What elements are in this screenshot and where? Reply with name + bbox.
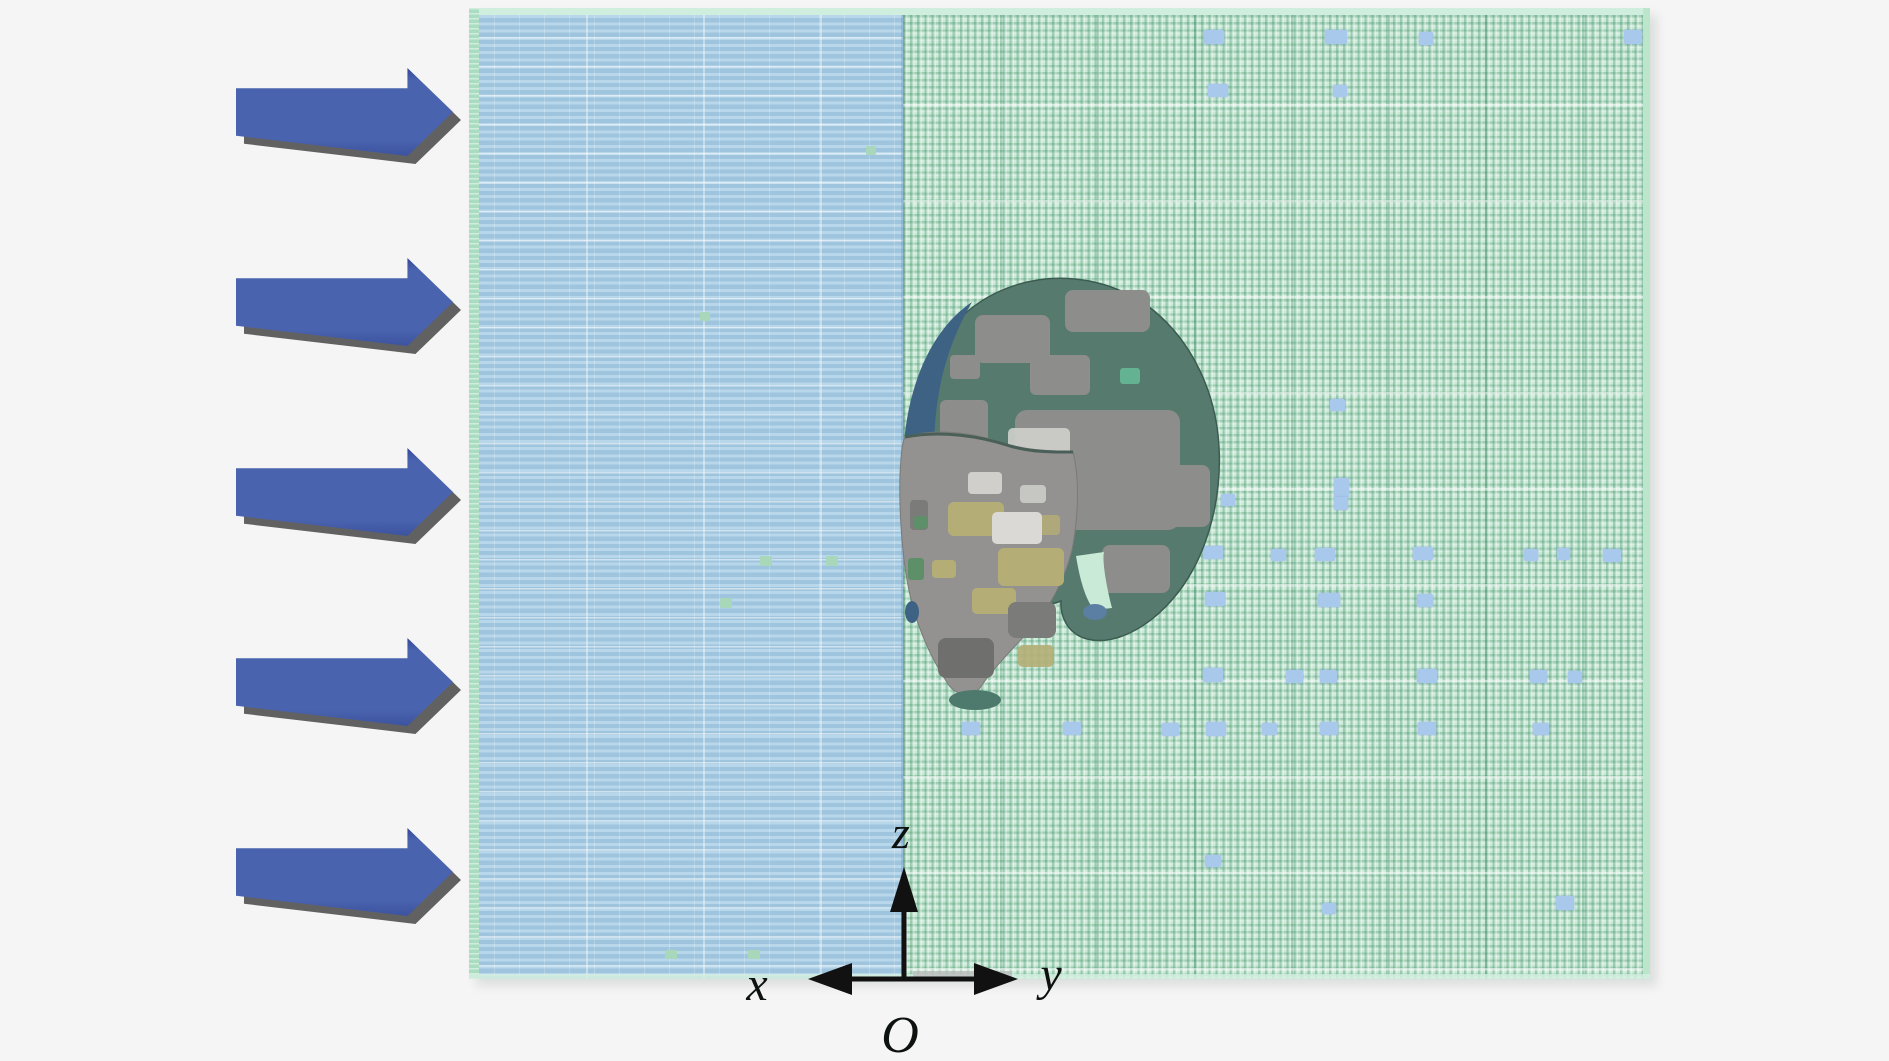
refined-cell-marker-blue [1330,399,1345,411]
computational-domain [469,8,1650,979]
refined-cell-marker-blue [962,722,980,735]
domain-right-border [1643,8,1650,979]
origin-label: O [881,1007,919,1061]
refined-cell-marker-blue [1333,85,1347,97]
refined-cell-marker-blue [1203,668,1223,682]
flow-arrow [236,638,461,734]
mesh-refinement-markers [469,8,1650,979]
refined-cell-marker-blue [1533,723,1549,735]
helmeted-head-model [899,277,1221,710]
refined-cell-marker-blue [1208,84,1228,97]
refined-cell-marker-blue [1524,549,1538,561]
refined-cell-marker-blue [1262,723,1277,735]
flow-arrow [236,68,461,164]
z-axis-label: z [891,807,910,858]
refined-cell-marker-blue [1334,478,1349,498]
refined-cell-marker-blue [1530,670,1547,683]
y-axis-label: y [1035,948,1062,1001]
refined-cell-marker-blue [1557,548,1570,560]
refined-cell-marker-blue [1318,593,1340,607]
chin-shadow [949,690,1001,710]
refined-cell-marker-blue [1205,592,1225,606]
x-axis-label: x [745,958,767,1011]
refined-cell-marker-blue [1271,549,1286,561]
refined-cell-marker-green [760,556,772,566]
refined-cell-marker-blue [1063,722,1081,735]
refined-cell-marker-blue [1325,30,1347,44]
refined-cell-marker-blue [1603,549,1621,562]
x-axis-arrowhead [808,963,852,995]
refined-cell-marker-blue [1624,30,1642,44]
refined-cell-marker-blue [1418,722,1436,735]
domain-top-border [469,8,1650,15]
refined-cell-marker-blue [1205,855,1221,867]
refined-cell-marker-green [700,312,710,321]
refined-cell-marker-blue [1413,547,1433,560]
coordinate-axes: x y z O [745,807,1062,1061]
refined-cell-marker-blue [1417,594,1433,607]
y-axis-arrowhead [974,963,1018,995]
refined-cell-marker-blue [1315,548,1335,561]
helmet-teal-spot [1120,368,1140,384]
flow-arrow [236,448,461,544]
refined-cell-marker-blue [1322,903,1336,914]
refined-cell-marker-blue [1206,722,1226,736]
refined-cell-marker-blue [1221,494,1235,506]
refined-cell-marker-green [665,950,677,959]
refined-cell-marker-green [748,950,760,959]
wave-inflow-mesh-region [469,8,903,979]
mesh-gap-notch [1076,552,1112,610]
refined-cell-marker-blue [1203,546,1223,559]
face-texture-patches [908,472,1064,678]
flow-arrow [236,828,461,924]
refined-cell-marker-blue [1568,671,1582,683]
refined-cell-marker-blue [1419,32,1433,45]
axis-base-band [913,971,1012,981]
refined-cell-marker-green [720,598,732,608]
domain-bottom-border [469,974,1650,979]
refined-cell-marker-green [866,146,876,155]
domain-left-border [469,8,479,979]
refined-cell-marker-blue [1334,497,1348,510]
flow-arrow [236,258,461,354]
helmet-rim-line [904,432,1074,454]
refined-cell-marker-blue [1320,722,1338,735]
helmet-left-edge-shadow [903,302,972,475]
refined-cell-marker-blue [1204,30,1224,44]
refined-cell-marker-blue [1556,896,1574,910]
refined-cell-marker-blue [1320,670,1337,683]
refined-cell-marker-blue [1286,670,1303,683]
face-left-blue-spot [905,601,919,623]
refined-cell-marker-green [826,556,838,566]
refined-cell-marker-blue [1417,669,1437,683]
z-axis-arrowhead [890,867,918,912]
helmet-bottom-blue-spot [1083,604,1107,620]
refined-cell-marker-blue [1162,723,1179,736]
